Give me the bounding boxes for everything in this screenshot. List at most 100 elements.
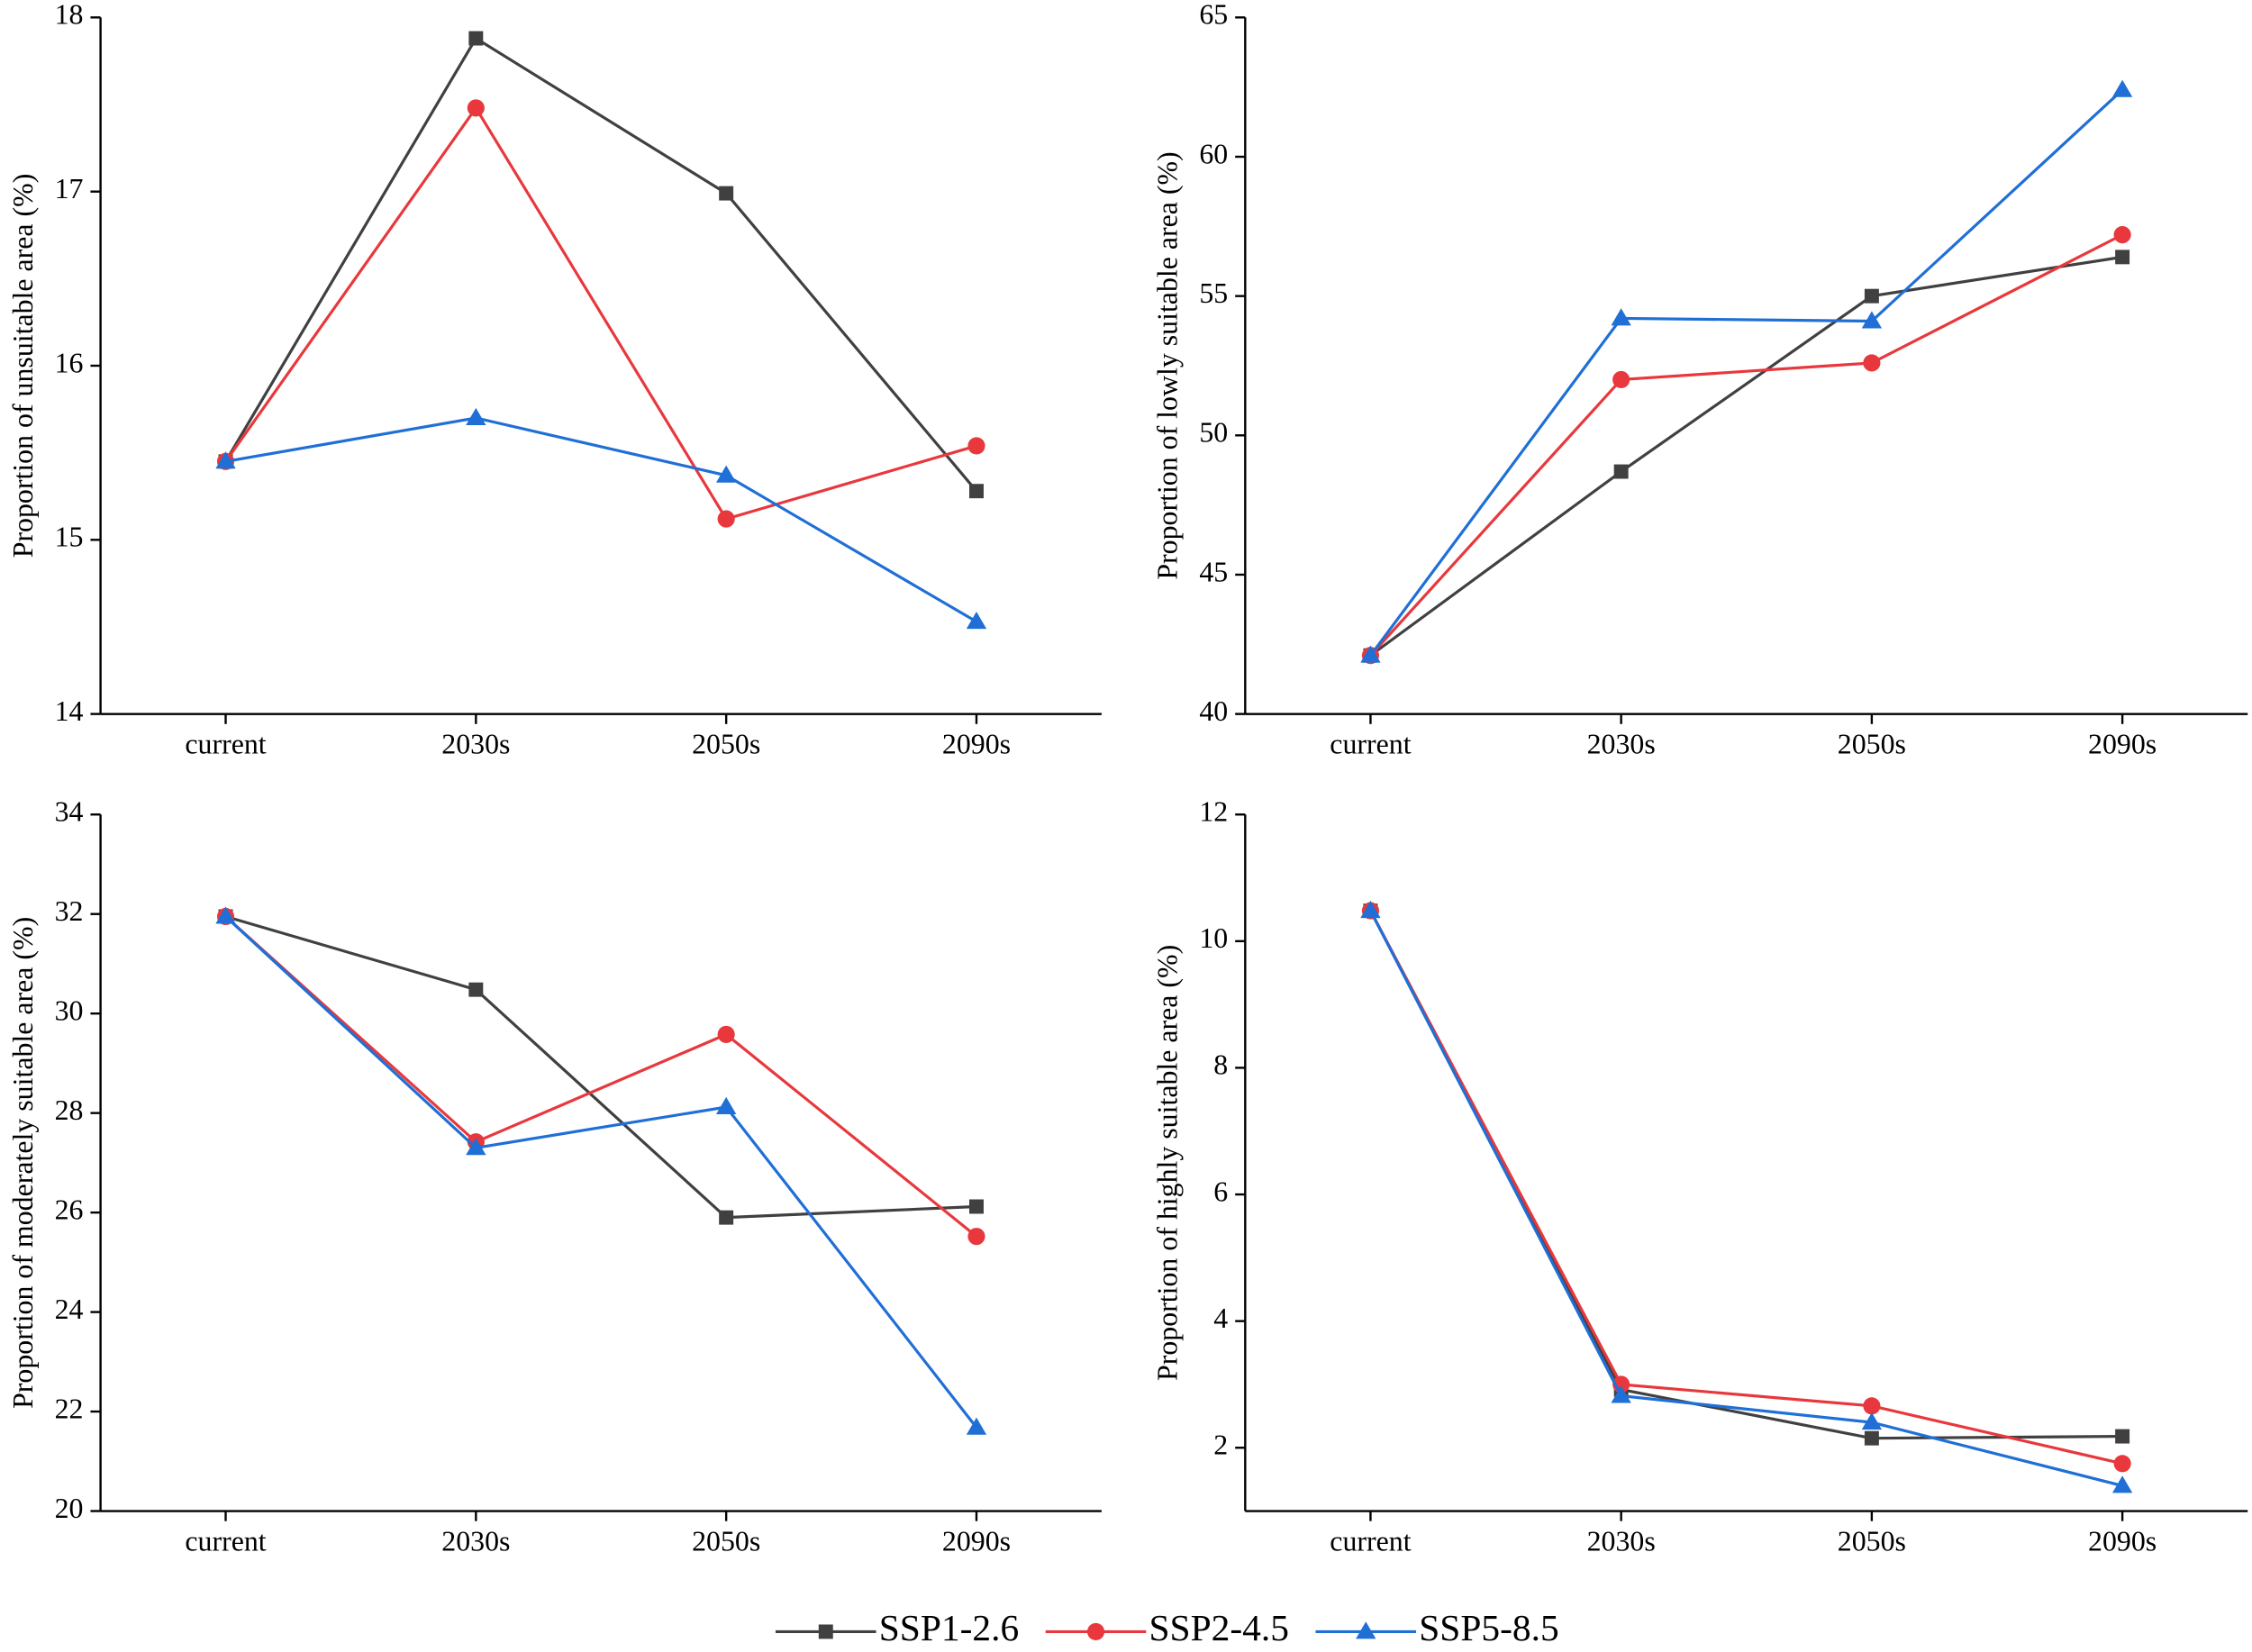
y-tick-label: 65 bbox=[1199, 0, 1228, 31]
point bbox=[1861, 1411, 1883, 1430]
y-tick-label: 2 bbox=[1213, 1430, 1228, 1461]
point bbox=[2115, 1429, 2130, 1444]
point bbox=[969, 1199, 984, 1214]
legend-label: SSP5-8.5 bbox=[1419, 1607, 1558, 1648]
y-tick-label: 32 bbox=[55, 895, 84, 927]
line bbox=[1369, 233, 2123, 657]
x-tick-label: current bbox=[1330, 729, 1411, 760]
point bbox=[468, 982, 484, 997]
point bbox=[2115, 250, 2130, 265]
line bbox=[1369, 910, 2123, 1440]
y-tick-label: 8 bbox=[1213, 1049, 1228, 1081]
y-tick-label: 14 bbox=[55, 695, 84, 727]
y-tick-label: 16 bbox=[55, 347, 84, 378]
point bbox=[466, 1138, 486, 1156]
point bbox=[215, 906, 236, 924]
y-tick-label: 24 bbox=[55, 1293, 84, 1325]
x-tick-label: 2030s bbox=[1587, 1526, 1656, 1557]
x-tick-label: 2090s bbox=[942, 729, 1011, 760]
y-axis-label: Proportion of moderately suitable area (… bbox=[7, 917, 39, 1409]
x-tick-label: 2050s bbox=[692, 729, 760, 760]
point bbox=[1864, 1430, 1879, 1446]
point bbox=[1613, 464, 1629, 479]
point bbox=[717, 1025, 735, 1043]
point bbox=[966, 612, 987, 630]
point bbox=[1612, 370, 1630, 389]
y-tick-label: 26 bbox=[55, 1194, 84, 1225]
point bbox=[468, 31, 484, 46]
x-tick-label: 2050s bbox=[692, 1526, 760, 1557]
y-tick-label: 15 bbox=[55, 522, 84, 553]
line bbox=[224, 36, 978, 493]
x-tick-label: current bbox=[185, 1526, 266, 1557]
x-tick-label: 2090s bbox=[942, 1526, 1011, 1557]
y-axis-label: Proportion of unsuitable area (%) bbox=[7, 174, 39, 558]
y-tick-label: 45 bbox=[1199, 556, 1228, 587]
x-tick-label: 2050s bbox=[1838, 729, 1906, 760]
point bbox=[1864, 288, 1879, 304]
x-tick-label: 2030s bbox=[441, 729, 510, 760]
y-tick-label: 30 bbox=[55, 994, 84, 1026]
y-tick-label: 22 bbox=[55, 1393, 84, 1424]
y-tick-label: 34 bbox=[55, 796, 84, 828]
legend-marker bbox=[1356, 1621, 1376, 1639]
point bbox=[2111, 79, 2133, 97]
y-tick-label: 4 bbox=[1213, 1303, 1228, 1334]
point bbox=[716, 465, 737, 483]
point bbox=[215, 451, 236, 469]
x-tick-label: current bbox=[1330, 1526, 1411, 1557]
y-tick-label: 60 bbox=[1199, 138, 1228, 169]
x-tick-label: 2050s bbox=[1838, 1526, 1906, 1557]
x-tick-label: current bbox=[185, 729, 266, 760]
point bbox=[969, 484, 984, 499]
y-tick-label: 20 bbox=[55, 1493, 84, 1524]
y-tick-label: 17 bbox=[55, 173, 84, 204]
line bbox=[1369, 88, 2124, 657]
point bbox=[967, 1228, 985, 1246]
line bbox=[225, 914, 977, 1220]
y-tick-label: 12 bbox=[1199, 796, 1228, 828]
line bbox=[224, 915, 978, 1429]
line bbox=[225, 416, 977, 623]
point bbox=[466, 407, 486, 425]
point bbox=[1863, 1397, 1881, 1415]
point bbox=[2113, 1455, 2131, 1473]
point bbox=[966, 1417, 987, 1435]
point bbox=[716, 1096, 737, 1114]
y-tick-label: 18 bbox=[55, 0, 84, 31]
line bbox=[1369, 910, 2123, 1487]
point bbox=[1863, 354, 1881, 372]
y-tick-label: 10 bbox=[1199, 922, 1228, 954]
point bbox=[1611, 1385, 1631, 1403]
point bbox=[1360, 645, 1381, 663]
point bbox=[719, 186, 734, 201]
y-tick-label: 40 bbox=[1199, 695, 1228, 727]
point bbox=[719, 1210, 734, 1225]
legend-marker bbox=[1086, 1622, 1105, 1641]
legend-label: SSP2-4.5 bbox=[1149, 1607, 1289, 1648]
point bbox=[967, 437, 985, 455]
point bbox=[1611, 308, 1631, 326]
x-tick-label: 2030s bbox=[441, 1526, 510, 1557]
y-tick-label: 55 bbox=[1199, 277, 1228, 309]
x-tick-label: 2090s bbox=[2088, 729, 2157, 760]
y-axis-label: Proportion of highly suitable area (%) bbox=[1152, 945, 1184, 1381]
x-tick-label: 2090s bbox=[2088, 1526, 2157, 1557]
y-tick-label: 28 bbox=[55, 1094, 84, 1126]
point bbox=[717, 510, 735, 528]
point bbox=[1861, 311, 1883, 329]
legend-marker bbox=[818, 1624, 833, 1639]
line bbox=[224, 915, 977, 1238]
point bbox=[2113, 226, 2131, 244]
y-tick-label: 50 bbox=[1199, 417, 1228, 449]
y-tick-label: 6 bbox=[1213, 1175, 1228, 1207]
point bbox=[1360, 900, 1381, 919]
point bbox=[467, 99, 485, 117]
line bbox=[1369, 910, 2123, 1466]
y-axis-label: Proportion of lowly suitable area (%) bbox=[1152, 151, 1184, 579]
line bbox=[1369, 255, 2123, 657]
line bbox=[224, 104, 977, 521]
point bbox=[2111, 1475, 2133, 1493]
